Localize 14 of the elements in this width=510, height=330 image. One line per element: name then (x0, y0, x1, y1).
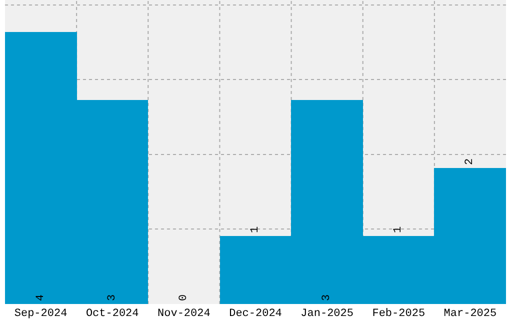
x-tick-label: Nov-2024 (158, 308, 211, 320)
data-label: 3 (106, 294, 118, 301)
data-label: 2 (464, 158, 476, 165)
data-label: 1 (392, 226, 404, 233)
data-label: 1 (250, 226, 262, 233)
x-tick-label: Jan-2025 (300, 308, 354, 320)
data-label: 3 (321, 294, 333, 301)
data-label: 4 (35, 294, 47, 301)
x-tick-label: Sep-2024 (14, 308, 68, 320)
data-label: 0 (178, 294, 190, 301)
x-tick-label: Dec-2024 (229, 308, 282, 320)
x-tick-label: Feb-2025 (372, 308, 426, 320)
x-tick-label: Mar-2025 (444, 308, 497, 320)
x-tick-label: Oct-2024 (86, 308, 140, 320)
